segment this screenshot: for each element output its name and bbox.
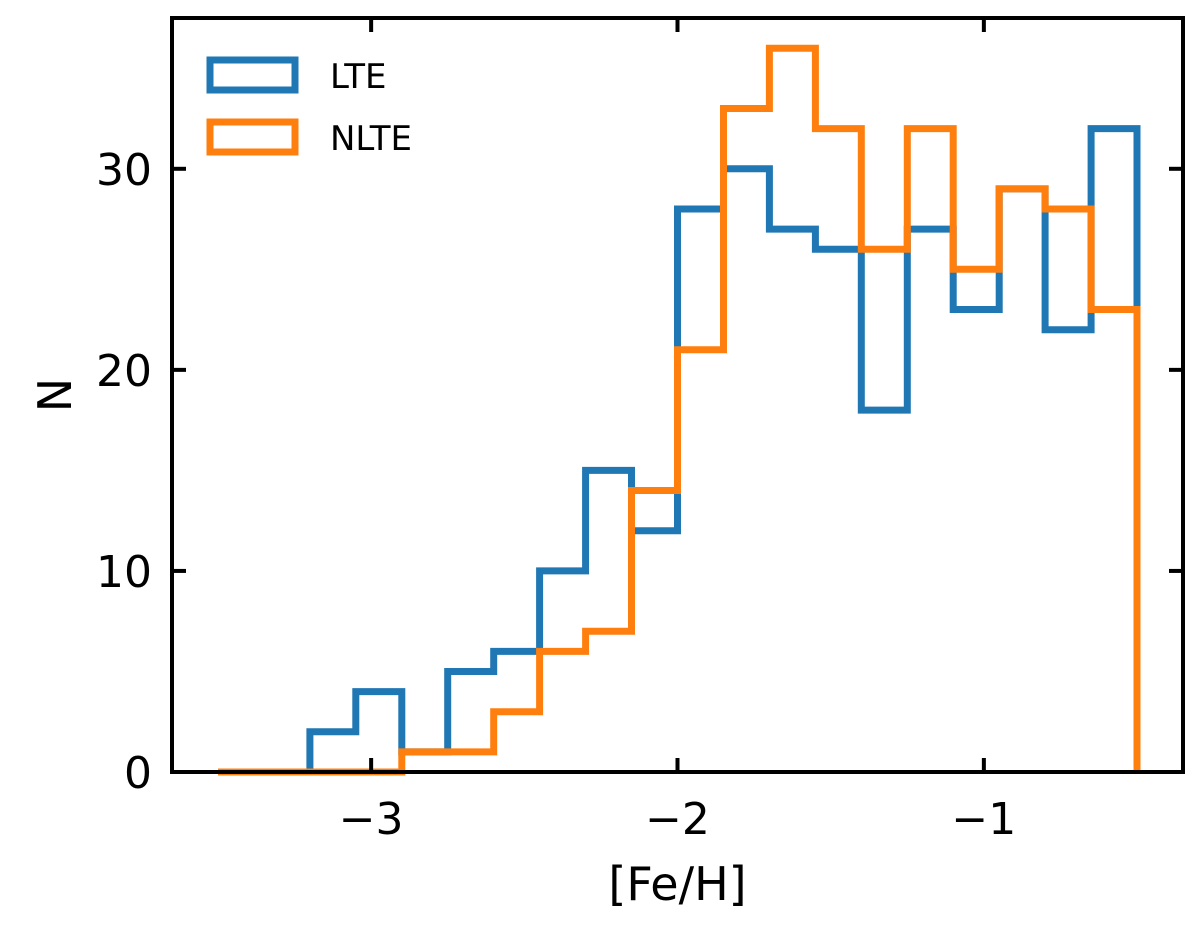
x-tick-label: −1 (951, 794, 1016, 845)
legend-swatch-nlte (206, 118, 299, 156)
y-tick-label: 0 (124, 748, 152, 799)
y-tick-label: 20 (96, 346, 152, 397)
x-axis-label: [Fe/H] (608, 857, 746, 911)
legend: LTE NLTE (206, 56, 412, 159)
series-layer (218, 44, 1141, 776)
y-tick-label: 30 (96, 145, 152, 196)
x-tick-label: −2 (645, 794, 710, 845)
ticks-layer: −3 −2 −1 0 10 20 30 (96, 18, 1183, 845)
legend-label-lte: LTE (330, 57, 387, 97)
series-nlte-step (218, 44, 1141, 776)
y-axis-label: N (28, 378, 82, 412)
x-tick-label: −3 (339, 794, 404, 845)
y-tick-label: 10 (96, 547, 152, 598)
legend-label-nlte: NLTE (330, 119, 412, 159)
legend-swatch-lte (206, 56, 299, 94)
